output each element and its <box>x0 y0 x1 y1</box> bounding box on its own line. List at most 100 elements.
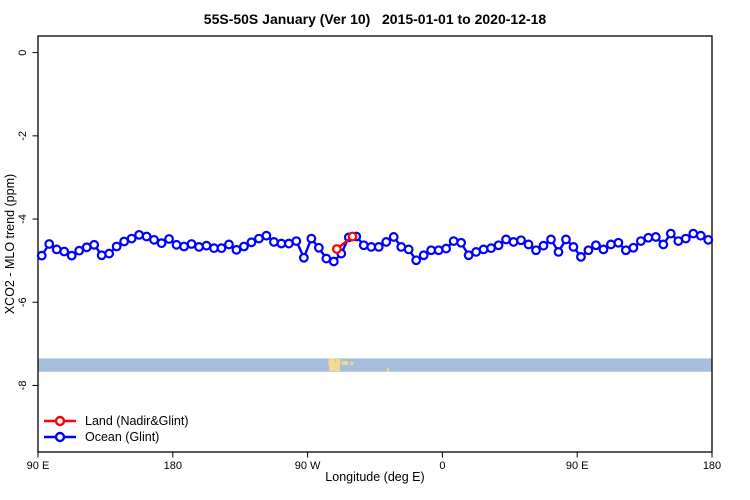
x-tick-label: 180 <box>703 460 721 472</box>
ocean-series-point <box>493 240 504 251</box>
ocean-series-point <box>411 255 422 266</box>
ocean-series-point <box>373 242 384 252</box>
ocean-series-point <box>635 236 646 246</box>
ocean-series-point <box>59 246 70 257</box>
y-tick-label: 0 <box>17 50 29 56</box>
map-strip-land-patch <box>342 361 349 366</box>
legend-label-land: Land (Nadir&Glint) <box>85 414 189 428</box>
ocean-series-point <box>643 232 654 243</box>
ocean-series-point <box>403 244 414 255</box>
ocean-series-point <box>141 231 152 242</box>
ocean-series-point <box>224 239 234 250</box>
ocean-series-point <box>261 230 272 241</box>
ocean-series-point <box>418 250 429 261</box>
ocean-series-point <box>658 239 669 250</box>
ocean-series-point <box>298 252 309 263</box>
ocean-series-point <box>538 240 549 251</box>
ocean-series-point <box>111 241 122 252</box>
ocean-series-point <box>695 230 706 241</box>
y-tick-label: -4 <box>17 214 29 224</box>
ocean-series-point <box>650 232 661 242</box>
land-open-circle-marker <box>44 415 76 427</box>
ocean-series-point <box>583 245 594 256</box>
legend-label-ocean: Ocean (Glint) <box>85 430 160 444</box>
ocean-series-point <box>388 232 399 242</box>
ocean-open-circle-marker <box>44 431 76 443</box>
map-strip-land-patch <box>329 362 340 372</box>
ocean-series-point <box>104 248 115 259</box>
ocean-series-point <box>606 239 616 250</box>
ocean-series-point <box>568 242 579 252</box>
ocean-series-point <box>441 243 452 254</box>
ocean-series-point <box>74 245 85 256</box>
ocean-series-point <box>576 251 586 262</box>
ocean-series-point <box>463 250 474 261</box>
map-strip-land-patch <box>336 359 341 365</box>
land-series-point <box>347 231 358 242</box>
ocean-series-point <box>291 236 302 246</box>
ocean-series-point <box>149 234 159 245</box>
ocean-series-point <box>231 244 242 255</box>
ocean-series-point <box>134 229 145 240</box>
ocean-series-point <box>433 245 444 256</box>
ocean-series-point <box>516 235 526 246</box>
ocean-series-point <box>591 240 601 251</box>
ocean-series-point <box>126 233 137 244</box>
ocean-series-point <box>456 237 467 248</box>
legend-entry-land: Land (Nadir&Glint) <box>42 413 189 429</box>
ocean-series-point <box>478 244 489 255</box>
map-strip-ocean-band <box>38 358 712 372</box>
map-strip-land-patch <box>386 367 389 372</box>
ocean-series-point <box>508 237 519 247</box>
ocean-series-point <box>216 243 227 254</box>
y-tick-label: -8 <box>17 381 29 391</box>
ocean-series-point <box>171 239 182 250</box>
legend: Land (Nadir&Glint) Ocean (Glint) <box>42 413 189 445</box>
ocean-series-point <box>194 242 204 252</box>
y-axis-title: XCO2 - MLO trend (ppm) <box>3 173 17 315</box>
x-tick-label: 90 W <box>295 460 321 472</box>
ocean-series-point <box>313 242 324 253</box>
ocean-series-point <box>36 250 47 261</box>
ocean-series-point <box>156 238 167 249</box>
map-strip-land-patch <box>350 361 354 366</box>
ocean-series-point <box>680 233 691 244</box>
ocean-series-point <box>613 237 624 248</box>
ocean-series-point <box>96 250 107 261</box>
x-tick-label: 90 E <box>566 460 589 472</box>
ocean-series-point <box>66 250 77 261</box>
ocean-series-point <box>358 240 369 251</box>
x-axis-title: Longitude (deg E) <box>325 470 425 484</box>
legend-entry-ocean: Ocean (Glint) <box>42 429 189 445</box>
ocean-series-point <box>448 236 459 246</box>
map-strip-land-patch <box>328 358 336 366</box>
ocean-series-point <box>665 228 676 239</box>
y-tick-label: -6 <box>17 297 29 307</box>
ocean-series-point <box>628 242 639 253</box>
y-tick-label: -2 <box>17 131 29 141</box>
ocean-series-point <box>239 241 249 252</box>
ocean-series-point <box>561 234 571 245</box>
x-tick-label: 0 <box>439 460 445 472</box>
ocean-series-point <box>164 234 174 244</box>
plot-frame <box>37 35 713 453</box>
land-series-point <box>331 244 342 254</box>
ocean-series-point <box>306 233 317 244</box>
ocean-series-point <box>703 234 714 245</box>
ocean-series-point <box>598 244 609 255</box>
ocean-series-point <box>328 256 339 267</box>
ocean-series-point <box>89 239 100 250</box>
ocean-series-point <box>553 247 564 257</box>
ocean-series-point <box>546 234 556 245</box>
chart-title: 55S-50S January (Ver 10) 2015-01-01 to 2… <box>203 11 547 27</box>
ocean-series-point <box>531 245 541 256</box>
ocean-series-point <box>269 237 279 247</box>
x-tick-label: 90 E <box>27 460 50 472</box>
ocean-series-point <box>523 239 534 250</box>
ocean-series-point <box>381 237 392 247</box>
ocean-series-point <box>44 239 55 249</box>
x-tick-label: 180 <box>164 460 182 472</box>
ocean-series-point <box>246 237 257 248</box>
